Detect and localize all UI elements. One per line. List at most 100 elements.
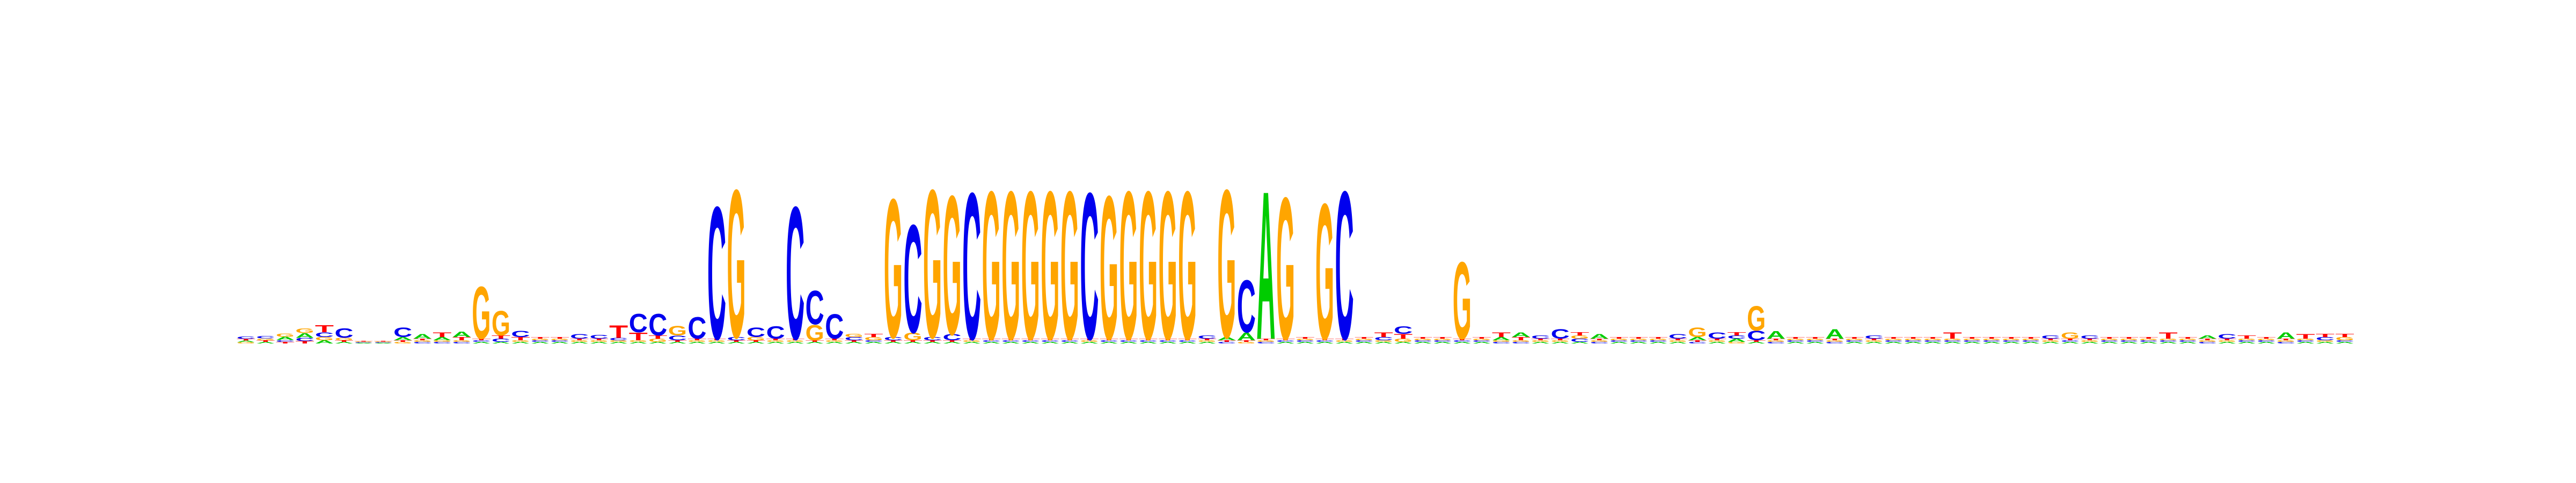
logo-letter-c: C [903,192,922,365]
logo-letter-t: T [1747,340,1766,342]
logo-letter-c: C [1943,340,1962,342]
logo-letter-a: A [1728,338,1746,343]
logo-letter-a: A [1178,341,1197,344]
logo-letter-a: A [1963,341,1981,344]
logo-letter-t: T [1943,331,1962,340]
logo-letter-g: G [1845,338,1864,341]
logo-letter-t: T [1904,336,1922,339]
logo-letter-t: T [1531,338,1550,341]
logo-letter-c: C [962,149,981,383]
logo-letter-t: T [923,340,942,342]
logo-letter-c: C [1237,265,1256,348]
logo-letter-t: T [237,339,255,341]
logo-letter-c: C [1217,341,1236,344]
logo-letter-c: C [884,336,903,341]
logo-letter-g: G [1531,340,1550,342]
logo-letter-a: A [1217,336,1236,341]
logo-letter-g: G [1570,335,1589,340]
logo-letter-a: A [1159,341,1177,344]
logo-letter-a: A [590,341,609,344]
logo-letter-g: G [1276,156,1295,383]
logo-letter-a: A [1708,341,1726,344]
logo-letter-a: A [806,341,824,344]
logo-letter-g: G [1668,340,1687,342]
logo-letter-t: T [1021,338,1040,341]
logo-letter-c: C [609,338,628,341]
logo-letter-t: T [609,322,628,342]
logo-letter-t: T [1198,338,1217,341]
logo-letter-t: T [1668,338,1687,341]
logo-letter-a: A [1100,341,1118,344]
logo-letter-t: T [1355,336,1373,339]
logo-letter-a: A [1864,341,1883,344]
logo-letter-g: G [609,340,628,342]
logo-letter-c: C [1492,341,1511,344]
logo-letter-t: T [551,336,569,339]
logo-letter-g: G [1492,340,1511,342]
logo-letter-t: T [1688,340,1707,342]
logo-letter-t: T [354,341,373,342]
logo-letter-t: T [472,338,491,341]
logo-letter-a: A [354,343,373,344]
logo-letter-a: A [1511,331,1530,339]
logo-letter-a: A [256,341,275,344]
logo-letter-a: A [1119,341,1138,344]
logo-letter-c: C [492,338,510,343]
logo-letter-g: G [237,342,255,344]
logo-letter-a: A [1786,341,1805,344]
logo-letter-a: A [472,341,491,344]
logo-letter-t: T [845,340,863,342]
logo-letter-c: C [2296,340,2315,342]
logo-letter-a: A [1060,341,1079,344]
logo-letter-t: T [1884,336,1903,339]
logo-letter-g: G [2336,336,2354,341]
logo-letter-a: A [1923,341,1942,344]
logo-letter-a: A [786,341,804,344]
logo-letter-g: G [1394,338,1413,343]
logo-letter-g: G [1335,340,1354,342]
logo-letter-c: C [2237,340,2256,342]
logo-letter-g: G [2100,338,2119,341]
logo-letter-t: T [1178,338,1197,341]
logo-letter-t: T [884,340,903,342]
logo-letter-g: G [1963,338,1981,341]
logo-letter-a: A [413,333,432,340]
logo-letter-t: T [727,340,745,342]
logo-letter-c: C [334,326,353,341]
logo-letter-t: T [1864,338,1883,341]
logo-letter-c: C [1531,335,1550,340]
logo-letter-c: C [786,168,804,379]
logo-letter-t: T [492,335,510,340]
logo-letter-c: C [413,341,432,344]
logo-letter-c: C [2002,340,2021,342]
logo-letter-c: C [1708,331,1726,341]
logo-letter-a: A [1414,341,1432,344]
logo-letter-c: C [1315,340,1334,342]
logo-letter-g: G [1414,338,1432,341]
logo-letter-g: G [393,341,412,344]
logo-letter-g: G [2080,340,2099,342]
